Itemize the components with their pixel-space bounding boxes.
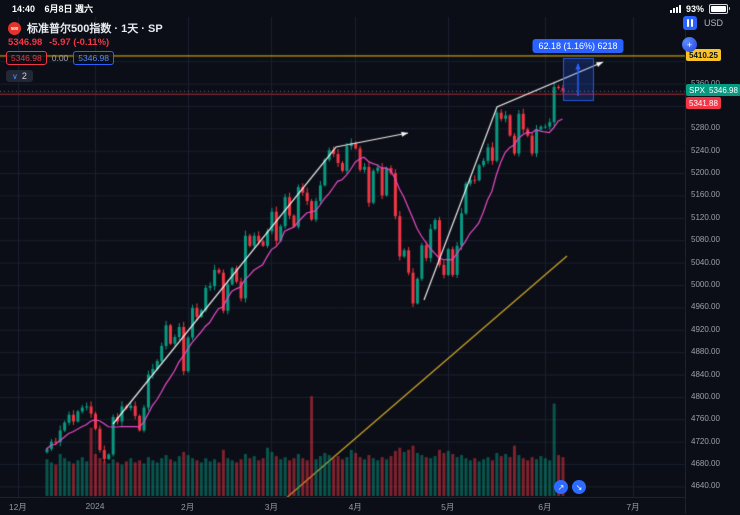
y-axis-tick: 4800.00 (691, 392, 720, 401)
chevron-down-icon: ∨ (12, 72, 18, 81)
y-axis-tick: 5160.00 (691, 190, 720, 199)
currency-label[interactable]: USD (704, 18, 723, 28)
y-axis-tick: 4640.00 (691, 481, 720, 490)
chart-action-buttons: ↗ ↘ (554, 480, 586, 494)
axis-last-value: 5346.98 (709, 86, 738, 95)
battery-icon (709, 4, 728, 14)
x-axis-label: 12月 (9, 501, 27, 513)
status-bar: 14:40 6月8日 週六 93% (0, 0, 740, 17)
axis-symbol: SPX (689, 86, 705, 95)
y-axis-tick: 5120.00 (691, 213, 720, 222)
x-axis[interactable]: 12月 2024 2月 3月 4月 5月 6月 7月 (0, 497, 685, 515)
y-axis-tick: 5040.00 (691, 258, 720, 267)
measurement-label[interactable]: 62.18 (1.16%) 6218 (532, 39, 623, 53)
objects-tree-badge[interactable]: ∨ 2 (6, 70, 33, 82)
x-axis-label: 4月 (349, 501, 362, 513)
price-line-widget: 5346.98 0.00 5346.98 (6, 51, 114, 65)
y-axis-tick: 5280.00 (691, 123, 720, 132)
y-axis-tick: 5000.00 (691, 280, 720, 289)
y-axis-tick: 5080.00 (691, 235, 720, 244)
y-axis-tick: 4960.00 (691, 302, 720, 311)
x-axis-label: 2024 (86, 501, 105, 511)
clock: 14:40 (12, 4, 35, 14)
chart-action-down-button[interactable]: ↘ (572, 480, 586, 494)
y-axis-tick: 4680.00 (691, 459, 720, 468)
alert-price-right[interactable]: 5346.98 (73, 51, 114, 65)
x-axis-label: 2月 (181, 501, 194, 513)
x-axis-label: 6月 (538, 501, 551, 513)
y-axis-tick: 5200.00 (691, 168, 720, 177)
status-left: 14:40 6月8日 週六 (12, 2, 100, 15)
prev-close-axis-label: 5341.88 (686, 97, 721, 109)
status-date: 6月8日 週六 (45, 4, 94, 14)
last-price-value: 5346.98 (8, 37, 42, 48)
y-axis-tick: 5240.00 (691, 146, 720, 155)
battery-percent: 93% (686, 4, 704, 14)
sparkle-button[interactable]: + (682, 37, 697, 52)
price-change-value: -5.97 (-0.11%) (49, 37, 109, 48)
y-axis-tick: 4720.00 (691, 437, 720, 446)
symbol-header: 500 标准普尔500指数 · 1天 · SP (8, 20, 163, 36)
alert-delta: 0.00 (52, 53, 69, 63)
y-axis-tick: 4880.00 (691, 347, 720, 356)
alert-price-left[interactable]: 5346.98 (6, 51, 47, 65)
status-right: 93% (670, 4, 728, 14)
x-axis-label: 3月 (265, 501, 278, 513)
x-axis-label: 7月 (626, 501, 639, 513)
cellular-icon (670, 5, 681, 13)
y-axis-tick: 4760.00 (691, 414, 720, 423)
symbol-title[interactable]: 标准普尔500指数 · 1天 · SP (27, 20, 163, 36)
y-axis[interactable]: 5410.25 SPX 5346.98 5341.88 5360.005280.… (685, 17, 740, 514)
y-axis-tick: 4920.00 (691, 325, 720, 334)
last-price-axis-label: SPX 5346.98 (686, 84, 740, 96)
objects-count: 2 (22, 71, 27, 81)
y-axis-tick: 4840.00 (691, 370, 720, 379)
x-axis-label: 5月 (441, 501, 454, 513)
symbol-logo-icon: 500 (8, 22, 21, 35)
panel-toggle-icon[interactable] (683, 16, 697, 30)
chart-action-up-button[interactable]: ↗ (554, 480, 568, 494)
price-row: 5346.98 -5.97 (-0.11%) (8, 37, 113, 48)
